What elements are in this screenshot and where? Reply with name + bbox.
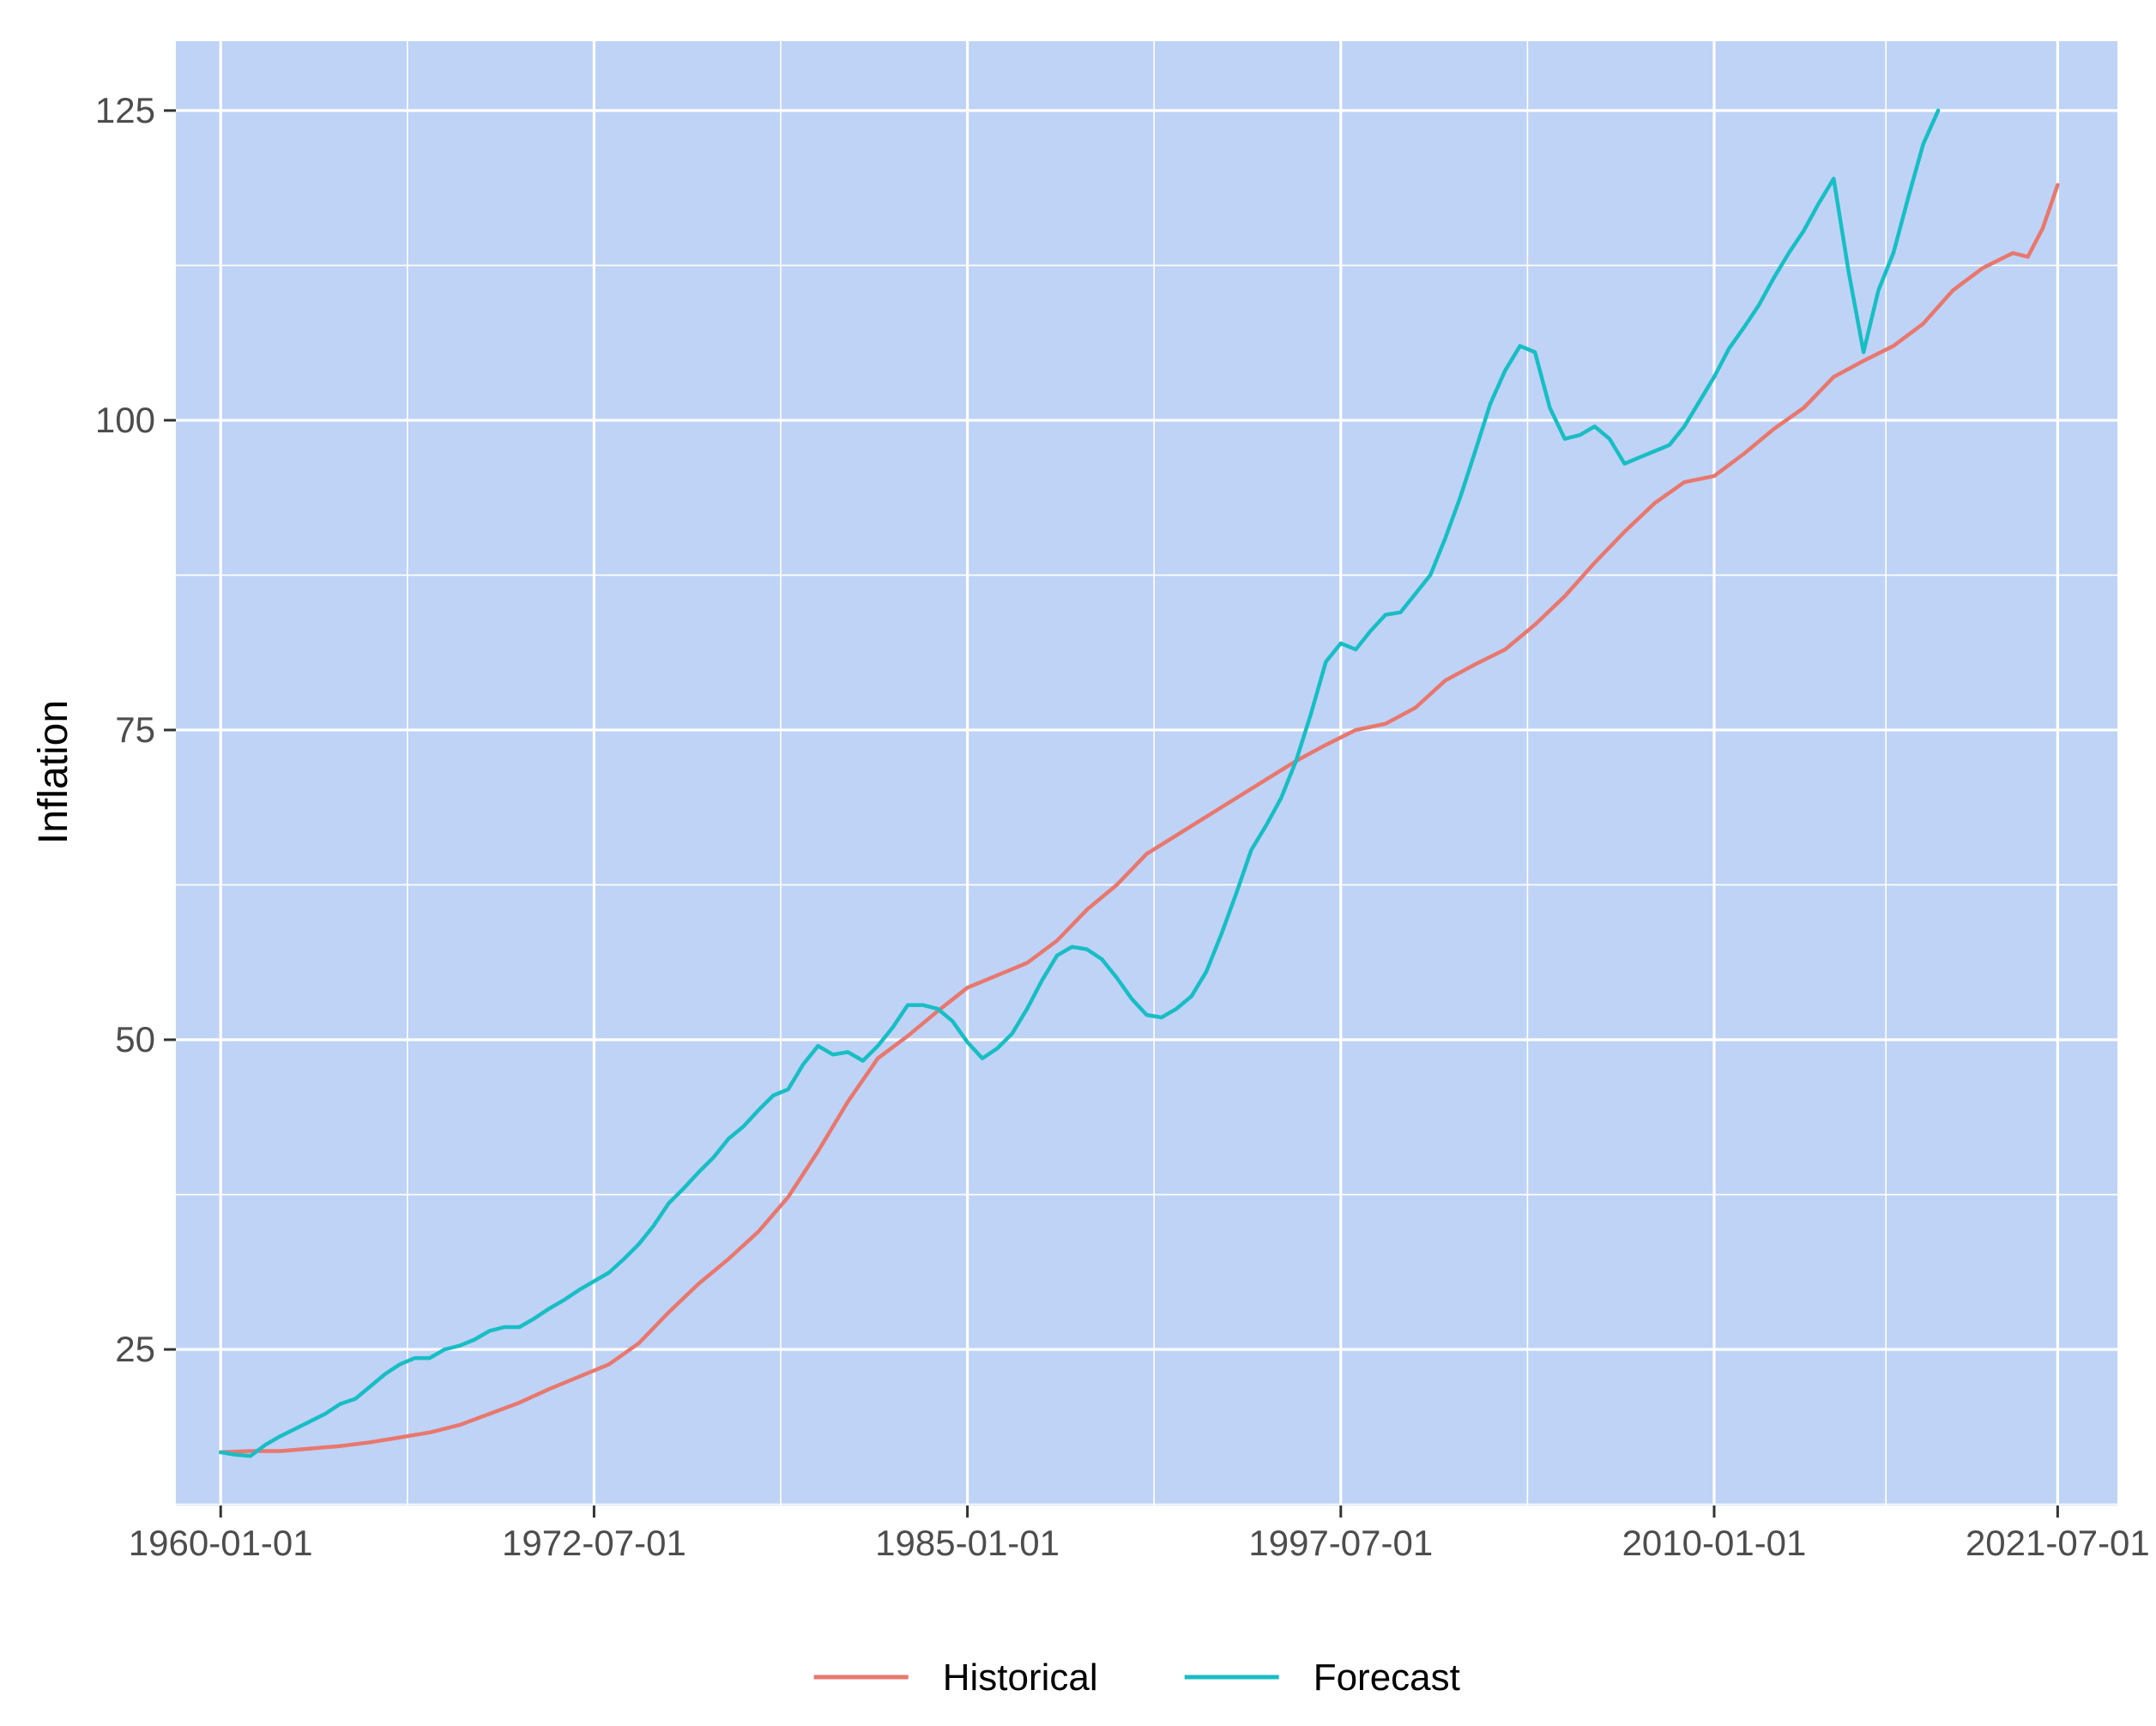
x-tick-label: 1997-07-01: [1248, 1523, 1433, 1563]
series-line-forecast: [218, 108, 1941, 1458]
y-tick-label: 125: [95, 90, 155, 130]
y-tick-label: 25: [115, 1329, 155, 1369]
legend-label-forecast: Forecast: [1314, 1657, 1460, 1699]
x-tick-label: 1960-01-01: [129, 1523, 313, 1563]
series-line-historical: [218, 183, 2060, 1455]
x-tick-label: 1972-07-01: [502, 1523, 686, 1563]
y-axis-tick-labels: 25 50 75 100 125: [95, 90, 155, 1369]
legend-label-historical: Historical: [943, 1657, 1098, 1699]
series-layer: [218, 108, 2060, 1458]
minor-gridlines: [176, 41, 2117, 1506]
x-tick-label: 2021-07-01: [1966, 1523, 2150, 1563]
plot-panel: [176, 41, 2117, 1506]
y-tick-label: 75: [115, 709, 155, 750]
major-gridlines: [176, 41, 2117, 1506]
legend: Historical Forecast: [813, 1657, 1460, 1699]
y-tick-label: 100: [95, 400, 155, 440]
x-tick-label: 2010-01-01: [1622, 1523, 1807, 1563]
axis-ticks: [164, 109, 2059, 1518]
y-tick-label: 50: [115, 1019, 155, 1059]
x-tick-label: 1985-01-01: [875, 1523, 1060, 1563]
y-axis-title: Inflation: [31, 700, 76, 844]
x-axis-tick-labels: 1960-01-01 1972-07-01 1985-01-01 1997-07-01…: [129, 1523, 2150, 1563]
